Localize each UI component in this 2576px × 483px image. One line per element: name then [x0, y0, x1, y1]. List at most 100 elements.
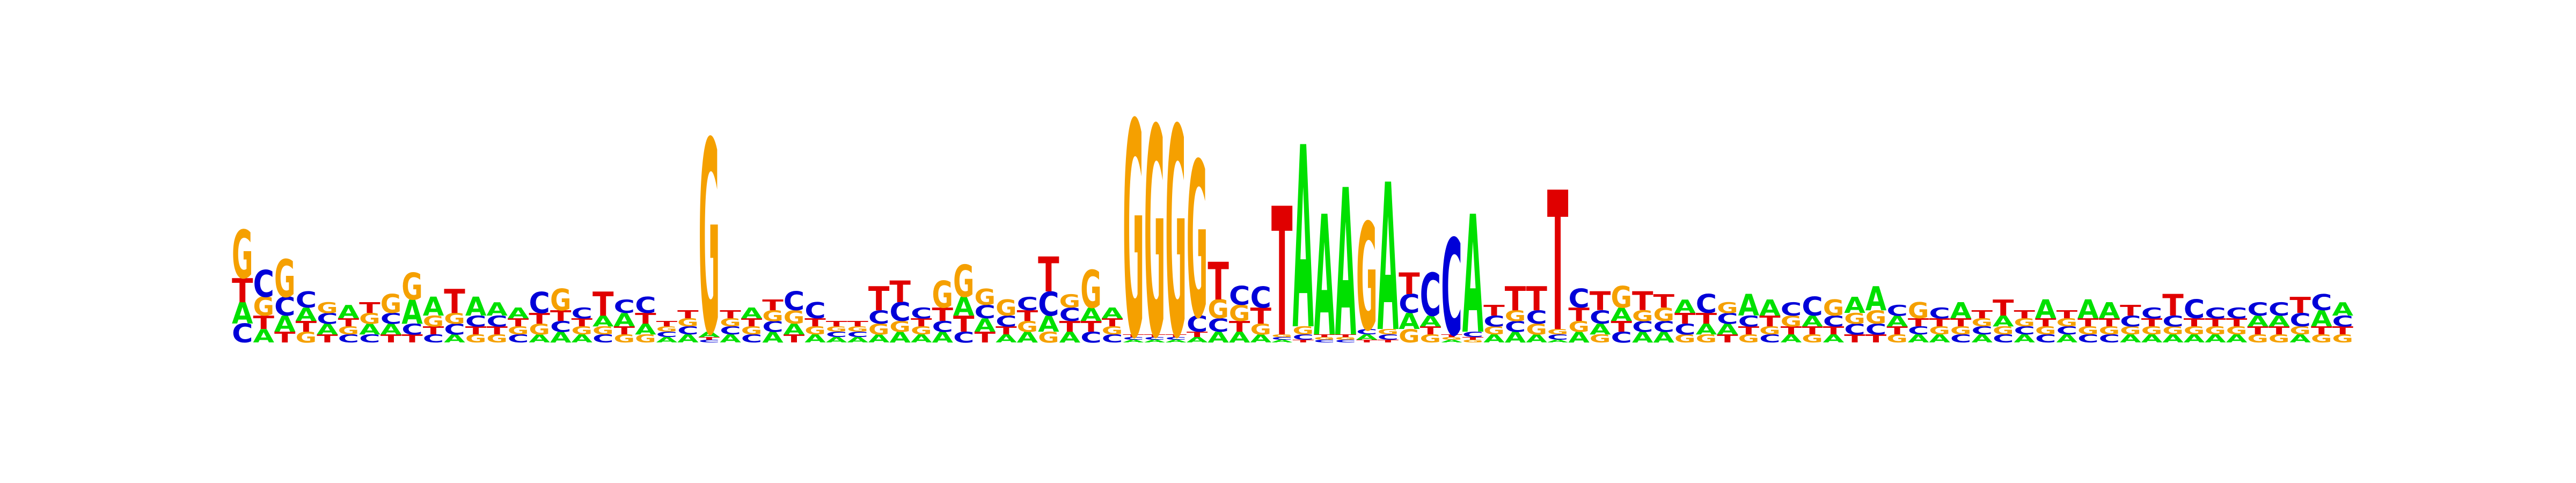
logo-letter-g: G	[1950, 324, 1972, 337]
logo-letter-a: A	[1420, 313, 1441, 330]
logo-letter-c: C	[1017, 293, 1038, 314]
logo-letter-a: A	[1462, 181, 1484, 370]
logo-letter-g: G	[889, 319, 911, 335]
logo-letter-t: T	[2268, 325, 2290, 338]
logo-letter-t: T	[614, 325, 635, 338]
logo-letter-c: C	[1165, 336, 1187, 341]
logo-letter-a: A	[2311, 306, 2332, 332]
logo-letter-t: T	[635, 310, 656, 327]
logo-letter-g: G	[1590, 332, 1611, 345]
logo-letter-t: T	[1187, 330, 1208, 339]
logo-letter-a: A	[1950, 298, 1972, 324]
logo-letter-t: T	[847, 319, 868, 328]
logo-letter-g: G	[784, 306, 805, 328]
logo-letter-a: A	[2289, 333, 2311, 346]
logo-letter-t: T	[1674, 310, 1696, 327]
logo-letter-a: A	[1314, 181, 1335, 374]
logo-letter-g: G	[423, 313, 444, 330]
logo-letter-g: G	[2289, 324, 2311, 337]
logo-letter-a: A	[1781, 333, 1802, 346]
logo-letter-c: C	[1462, 331, 1484, 339]
logo-letter-a: A	[1378, 142, 1399, 377]
logo-letter-g: G	[465, 332, 487, 345]
logo-letter-g: G	[550, 283, 572, 318]
logo-letter-g: G	[2057, 316, 2078, 329]
logo-letter-c: C	[847, 331, 868, 339]
logo-letter-g: G	[847, 325, 868, 334]
logo-letter-c: C	[1886, 302, 1908, 319]
logo-letter-c: C	[1823, 313, 1845, 330]
logo-letter-t: T	[274, 329, 296, 346]
logo-letter-t: T	[2162, 289, 2184, 323]
logo-letter-t: T	[423, 325, 444, 338]
logo-letter-t: T	[1526, 280, 1547, 318]
logo-letter-c: C	[529, 286, 550, 320]
logo-letter-g: G	[741, 324, 763, 337]
logo-letter-t: T	[975, 329, 996, 346]
logo-letter-a: A	[1908, 333, 1929, 346]
logo-letter-g: G	[1717, 300, 1738, 317]
logo-letter-a: A	[401, 293, 423, 332]
logo-letter-t: T	[317, 333, 338, 346]
logo-letter-t: T	[1886, 325, 1908, 338]
logo-letter-c: C	[380, 310, 402, 327]
logo-letter-t: T	[1738, 325, 1760, 338]
logo-letter-g: G	[508, 324, 529, 337]
logo-letter-c: C	[2077, 332, 2099, 345]
logo-letter-g: G	[1547, 328, 1569, 336]
logo-letter-a: A	[465, 291, 487, 321]
logo-letter-t: T	[1271, 171, 1293, 376]
logo-letter-g: G	[1823, 295, 1845, 321]
logo-letter-g: G	[614, 332, 635, 345]
logo-letter-t: T	[656, 319, 678, 328]
logo-letter-t: T	[1781, 325, 1802, 338]
logo-letter-t: T	[2057, 309, 2078, 321]
logo-letter-a: A	[1102, 305, 1123, 322]
logo-letter-a: A	[338, 302, 360, 323]
logo-letter-c: C	[1441, 212, 1462, 366]
logo-letter-t: T	[2205, 317, 2226, 330]
logo-letter-g: G	[868, 321, 890, 338]
logo-letter-g: G	[1314, 336, 1335, 341]
logo-letter-t: T	[1441, 334, 1462, 338]
logo-letter-g: G	[2141, 324, 2163, 337]
logo-letter-t: T	[868, 280, 890, 318]
logo-letter-g: G	[1696, 332, 1717, 345]
logo-letter-a: A	[784, 321, 805, 338]
logo-letter-g: G	[1271, 334, 1293, 338]
logo-letter-a: A	[1590, 321, 1611, 338]
logo-letter-g: G	[1908, 297, 1929, 324]
logo-letter-g: G	[359, 311, 380, 327]
logo-letter-g: G	[911, 324, 932, 337]
logo-letter-a: A	[1505, 329, 1526, 346]
logo-letter-a: A	[2120, 333, 2141, 346]
logo-letter-a: A	[2332, 299, 2353, 320]
logo-letter-t: T	[996, 325, 1017, 338]
logo-letter-c: C	[2184, 295, 2205, 325]
logo-letter-c: C	[741, 332, 763, 345]
logo-letter-g: G	[1420, 332, 1441, 345]
logo-letter-a: A	[1929, 333, 1950, 346]
logo-letter-a: A	[911, 333, 932, 346]
logo-letter-g: G	[996, 295, 1017, 321]
logo-letter-a: A	[953, 291, 975, 321]
logo-letter-a: A	[1611, 304, 1632, 325]
logo-letter-a: A	[635, 321, 656, 338]
logo-letter-a: A	[2014, 333, 2036, 346]
logo-letter-a: A	[1717, 321, 1738, 338]
logo-letter-t: T	[232, 272, 253, 310]
logo-letter-g: G	[338, 324, 360, 337]
logo-letter-c: C	[762, 318, 784, 335]
logo-letter-c: C	[1971, 324, 1993, 337]
logo-letter-t: T	[1420, 325, 1441, 338]
logo-letter-a: A	[2141, 333, 2163, 346]
logo-letter-a: A	[1696, 321, 1717, 338]
logo-letter-g: G	[1759, 324, 1781, 337]
logo-letter-t: T	[1929, 317, 1950, 330]
logo-letter-g: G	[699, 86, 720, 394]
logo-letter-g: G	[635, 332, 656, 345]
logo-letter-c: C	[1802, 292, 1823, 322]
logo-letter-a: A	[1144, 339, 1166, 343]
